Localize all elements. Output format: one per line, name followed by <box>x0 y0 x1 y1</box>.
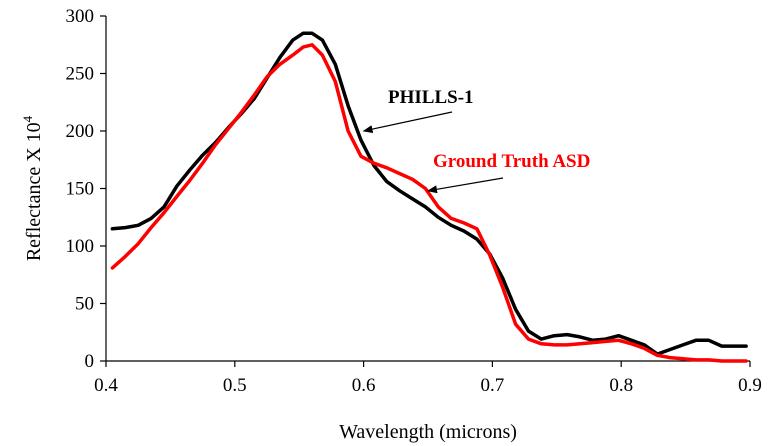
series-layer <box>110 31 748 363</box>
x-tick-label: 0.6 <box>352 375 376 396</box>
y-axis-title-main: Reflectance X 10 <box>23 122 45 261</box>
x-tick-label: 0.7 <box>481 375 505 396</box>
y-tick-label: 0 <box>85 351 95 372</box>
annotation-arrow <box>362 111 453 134</box>
x-tick-label: 0.4 <box>94 375 118 396</box>
y-tick-label: 50 <box>75 294 94 315</box>
y-tick-label: 300 <box>66 6 95 27</box>
annotation-layer: PHILLS-1 Ground Truth ASD <box>362 87 590 194</box>
y-axis-title-exponent: 4 <box>20 115 35 122</box>
y-tick-label: 150 <box>66 179 95 200</box>
series-line-ground-truth-asd <box>110 43 748 363</box>
y-tick-label: 100 <box>66 236 95 257</box>
y-axis-title: Reflectance X 104 <box>20 115 45 261</box>
y-tick-label: 250 <box>66 64 95 85</box>
x-axis-title: Wavelength (microns) <box>339 421 517 443</box>
x-tick-label: 0.5 <box>223 375 247 396</box>
x-tick-label: 0.9 <box>738 375 762 396</box>
annotation-arrow <box>427 177 504 194</box>
x-tick-label: 0.8 <box>609 375 633 396</box>
y-tick-label: 200 <box>66 121 95 142</box>
annotation-label-phills-1: PHILLS-1 <box>388 87 474 108</box>
annotation-label-ground-truth-asd: Ground Truth ASD <box>433 151 590 172</box>
axes-layer: 0 50 100 150 200 250 300 0.4 0.5 0.6 0.7 0.8 0.9 <box>66 6 762 396</box>
